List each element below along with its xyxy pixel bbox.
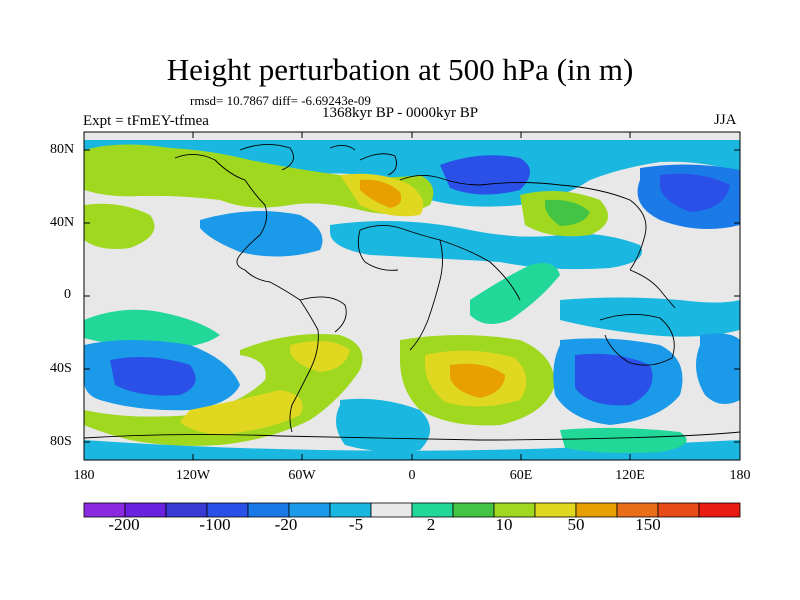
colorbar-label-10: 10	[495, 515, 513, 534]
map-title: Height perturbation at 500 hPa (in m)	[166, 52, 634, 87]
lon-label-180-east: 180	[729, 468, 751, 483]
south-indian-core	[450, 363, 505, 398]
lon-label-60w: 60W	[288, 468, 316, 483]
lat-label-40s: 40S	[50, 361, 72, 376]
south-america-max	[180, 390, 303, 435]
south-pacific-west-core	[575, 353, 653, 406]
indian-ocean-positive	[470, 262, 560, 324]
lon-label-120e: 120E	[615, 468, 645, 483]
colorbar-label-minus-5: -5	[348, 515, 364, 534]
coastlines	[84, 144, 740, 441]
lon-label-120w: 120W	[175, 468, 211, 483]
lon-label-0: 0	[408, 468, 416, 483]
colorbar-label-50: 50	[567, 515, 585, 534]
colorbar-boxes	[83, 502, 741, 518]
north-pacific-positive	[84, 203, 155, 249]
subtropical-band	[330, 221, 642, 270]
lat-label-40n: 40N	[50, 215, 75, 230]
south-atlantic-max	[290, 341, 350, 372]
north-atlantic-positive	[84, 144, 434, 214]
far-south-pacific-low	[696, 333, 740, 404]
colorbar-box	[370, 502, 413, 518]
axis-ticks	[84, 132, 740, 460]
colorbar-box	[452, 502, 495, 518]
colorbar-label-minus-20: -20	[274, 515, 298, 534]
experiment-label: Expt = tFmEY-tfmea	[83, 113, 209, 129]
colorbar-label-150: 150	[635, 515, 661, 534]
rmsd-diff-stats: rmsd= 10.7867 diff= -6.69243e-09	[190, 93, 371, 108]
pacific-low-core	[660, 173, 730, 212]
colorbar-box	[657, 502, 700, 518]
lat-label-80n: 80N	[50, 142, 75, 157]
tropical-pacific-west	[560, 297, 740, 337]
tropical-east-pacific	[84, 309, 220, 349]
lon-label-60e: 60E	[509, 468, 533, 483]
south-pacific-low-core	[110, 356, 196, 396]
lat-label-0: 0	[64, 287, 71, 302]
colorbar-label-minus-100: -100	[199, 515, 231, 534]
asia-positive-core	[545, 199, 590, 226]
colorbar-box	[698, 502, 741, 518]
time-period-label: 1368kyr BP - 0000kyr BP	[322, 105, 479, 121]
season-label: JJA	[714, 112, 737, 128]
lat-label-80s: 80S	[50, 434, 72, 449]
contour-field	[84, 132, 740, 460]
colorbar-label-2: 2	[426, 515, 436, 534]
colorbar-label-minus-200: -200	[108, 515, 140, 534]
siberia-low	[440, 155, 530, 195]
lon-label-180-west: 180	[73, 468, 95, 483]
antarctic-positive	[560, 427, 687, 453]
antarctic-band	[84, 440, 740, 460]
europe-core	[360, 179, 402, 208]
